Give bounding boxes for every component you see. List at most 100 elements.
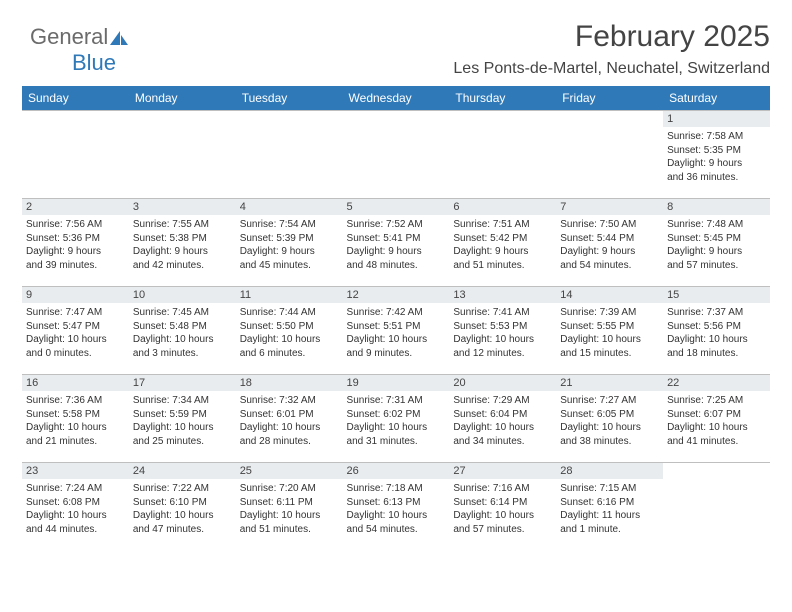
day-detail-line: Sunrise: 7:41 AM [453, 306, 552, 320]
day-number: 8 [663, 199, 770, 215]
calendar-cell: 9Sunrise: 7:47 AMSunset: 5:47 PMDaylight… [22, 287, 129, 375]
day-detail-line: and 9 minutes. [347, 347, 446, 361]
calendar-cell: 10 Sunrise: 7:45 AMSunset: 5:48 PMDayligh… [129, 287, 236, 375]
calendar-cell: 26Sunrise: 7:18 AMSunset: 6:13 PMDayligh… [343, 463, 450, 551]
day-detail-line: and 15 minutes. [560, 347, 659, 361]
calendar-cell: 7Sunrise: 7:50 AMSunset: 5:44 PMDaylight… [556, 199, 663, 287]
day-detail-line: Daylight: 9 hours [667, 157, 766, 171]
day-details: Sunrise: 7:16 AMSunset: 6:14 PMDaylight:… [453, 481, 552, 536]
day-detail-line: Daylight: 10 hours [240, 421, 339, 435]
day-detail-line: and 54 minutes. [560, 259, 659, 273]
day-detail-line: Daylight: 11 hours [560, 509, 659, 523]
day-detail-line: Sunset: 6:07 PM [667, 408, 766, 422]
calendar-cell: 8 Sunrise: 7:48 AMSunset: 5:45 PMDaylight… [663, 199, 770, 287]
day-detail-line: Sunrise: 7:24 AM [26, 482, 125, 496]
day-detail-line: Sunrise: 7:56 AM [26, 218, 125, 232]
day-detail-line: Daylight: 9 hours [347, 245, 446, 259]
day-detail-line: Sunset: 6:11 PM [240, 496, 339, 510]
day-header: Sunday [22, 86, 129, 111]
logo-text-2: Blue [72, 50, 116, 75]
day-detail-line: Sunset: 5:59 PM [133, 408, 232, 422]
day-number: 9 [22, 287, 129, 303]
day-detail-line: Daylight: 10 hours [347, 509, 446, 523]
day-detail-line: Sunset: 5:50 PM [240, 320, 339, 334]
day-number: 13 [449, 287, 556, 303]
location-subtitle: Les Ponts-de-Martel, Neuchatel, Switzerl… [22, 60, 770, 78]
day-number: 18 [236, 375, 343, 391]
day-detail-line: Sunrise: 7:45 AM [133, 306, 232, 320]
day-detail-line: Sunset: 5:44 PM [560, 232, 659, 246]
day-details: Sunrise: 7:24 AMSunset: 6:08 PMDaylight:… [26, 481, 125, 536]
day-detail-line: Sunset: 5:45 PM [667, 232, 766, 246]
calendar-cell [129, 111, 236, 199]
day-number: 3 [129, 199, 236, 215]
day-details: Sunrise: 7:39 AMSunset: 5:55 PMDaylight:… [560, 305, 659, 360]
day-detail-line: Sunrise: 7:20 AM [240, 482, 339, 496]
day-detail-line: Sunrise: 7:18 AM [347, 482, 446, 496]
day-detail-line: and 21 minutes. [26, 435, 125, 449]
day-detail-line: Sunset: 6:13 PM [347, 496, 446, 510]
day-number: 23 [22, 463, 129, 479]
day-detail-line: and 1 minute. [560, 523, 659, 537]
logo: General Blue [30, 24, 129, 76]
day-details: Sunrise: 7:48 AMSunset: 5:45 PMDaylight:… [667, 217, 766, 272]
calendar-cell: 17Sunrise: 7:34 AMSunset: 5:59 PMDayligh… [129, 375, 236, 463]
day-detail-line: Sunset: 5:58 PM [26, 408, 125, 422]
day-detail-line: Sunset: 5:39 PM [240, 232, 339, 246]
day-number: 15 [663, 287, 770, 303]
calendar-cell: 13 Sunrise: 7:41 AMSunset: 5:53 PMDayligh… [449, 287, 556, 375]
calendar-cell: 11Sunrise: 7:44 AMSunset: 5:50 PMDayligh… [236, 287, 343, 375]
day-detail-line: and 28 minutes. [240, 435, 339, 449]
calendar-table: Sunday Monday Tuesday Wednesday Thursday… [22, 86, 770, 551]
calendar-cell: 18 Sunrise: 7:32 AMSunset: 6:01 PMDayligh… [236, 375, 343, 463]
day-detail-line: and 57 minutes. [667, 259, 766, 273]
calendar-cell: 5Sunrise: 7:52 AMSunset: 5:41 PMDaylight… [343, 199, 450, 287]
day-number: 5 [343, 199, 450, 215]
day-number: 16 [22, 375, 129, 391]
calendar-cell: 19Sunrise: 7:31 AMSunset: 6:02 PMDayligh… [343, 375, 450, 463]
calendar-week-row: 1Sunrise: 7:58 AMSunset: 5:35 PMDaylight… [22, 111, 770, 199]
day-details: Sunrise: 7:41 AMSunset: 5:53 PMDaylight:… [453, 305, 552, 360]
day-details: Sunrise: 7:36 AMSunset: 5:58 PMDaylight:… [26, 393, 125, 448]
calendar-cell: 20Sunrise: 7:29 AMSunset: 6:04 PMDayligh… [449, 375, 556, 463]
calendar-cell: 27Sunrise: 7:16 AMSunset: 6:14 PMDayligh… [449, 463, 556, 551]
day-detail-line: Sunrise: 7:37 AM [667, 306, 766, 320]
day-detail-line: Sunrise: 7:22 AM [133, 482, 232, 496]
day-detail-line: and 34 minutes. [453, 435, 552, 449]
day-detail-line: Sunset: 5:42 PM [453, 232, 552, 246]
day-details: Sunrise: 7:31 AMSunset: 6:02 PMDaylight:… [347, 393, 446, 448]
day-detail-line: and 54 minutes. [347, 523, 446, 537]
day-detail-line: Sunrise: 7:47 AM [26, 306, 125, 320]
calendar-cell: 4Sunrise: 7:54 AMSunset: 5:39 PMDaylight… [236, 199, 343, 287]
day-header: Wednesday [343, 86, 450, 111]
day-detail-line: and 0 minutes. [26, 347, 125, 361]
day-details: Sunrise: 7:32 AMSunset: 6:01 PMDaylight:… [240, 393, 339, 448]
day-detail-line: Sunrise: 7:36 AM [26, 394, 125, 408]
day-detail-line: Daylight: 9 hours [26, 245, 125, 259]
day-detail-line: Daylight: 10 hours [26, 509, 125, 523]
calendar-cell: 14Sunrise: 7:39 AMSunset: 5:55 PMDayligh… [556, 287, 663, 375]
day-number: 10 [129, 287, 236, 303]
day-detail-line: and 18 minutes. [667, 347, 766, 361]
day-detail-line: and 51 minutes. [453, 259, 552, 273]
calendar-cell: 2Sunrise: 7:56 AMSunset: 5:36 PMDaylight… [22, 199, 129, 287]
day-detail-line: Daylight: 10 hours [667, 333, 766, 347]
day-number: 21 [556, 375, 663, 391]
day-detail-line: and 36 minutes. [667, 171, 766, 185]
calendar-cell: 23 Sunrise: 7:24 AMSunset: 6:08 PMDayligh… [22, 463, 129, 551]
calendar-cell [663, 463, 770, 551]
day-detail-line: and 47 minutes. [133, 523, 232, 537]
day-header: Friday [556, 86, 663, 111]
day-detail-line: Sunrise: 7:27 AM [560, 394, 659, 408]
calendar-week-row: 23 Sunrise: 7:24 AMSunset: 6:08 PMDayligh… [22, 463, 770, 551]
day-header: Monday [129, 86, 236, 111]
day-detail-line: Sunrise: 7:34 AM [133, 394, 232, 408]
day-details: Sunrise: 7:54 AMSunset: 5:39 PMDaylight:… [240, 217, 339, 272]
day-detail-line: and 45 minutes. [240, 259, 339, 273]
day-detail-line: Sunrise: 7:16 AM [453, 482, 552, 496]
day-detail-line: Sunrise: 7:25 AM [667, 394, 766, 408]
day-number: 28 [556, 463, 663, 479]
day-detail-line: Sunset: 5:55 PM [560, 320, 659, 334]
day-details: Sunrise: 7:45 AMSunset: 5:48 PMDaylight:… [133, 305, 232, 360]
logo-sail-icon [109, 30, 129, 46]
